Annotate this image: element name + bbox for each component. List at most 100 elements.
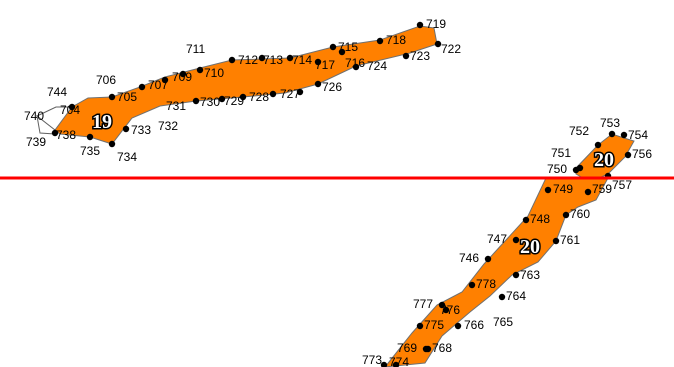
vertex-763 [512, 271, 520, 279]
vertex-707 [161, 76, 169, 84]
vertex-label-714: 714 [292, 53, 312, 67]
vertex-label-712: 712 [238, 53, 258, 67]
vertex-734 [108, 140, 116, 148]
vertex-label-760: 760 [570, 207, 590, 221]
vertex-label-729: 729 [224, 94, 244, 108]
vertex-713 [258, 54, 266, 62]
vertex-733 [122, 125, 130, 133]
vertex-label-765: 765 [493, 315, 513, 329]
vertex-label-739: 739 [26, 135, 46, 149]
vertex-label-732: 732 [158, 119, 178, 133]
vertex-768 [424, 345, 432, 353]
vertex-726 [314, 80, 322, 88]
vertex-label-766: 766 [464, 318, 484, 332]
vertex-label-722: 722 [441, 42, 461, 56]
vertex-label-707: 707 [148, 78, 168, 92]
vertex-label-774: 774 [389, 355, 409, 367]
vertex-label-716: 716 [345, 56, 365, 70]
vertex-label-750: 750 [547, 162, 567, 176]
vertex-label-733: 733 [131, 123, 151, 137]
aux-line-1 [36, 106, 72, 117]
vertex-label-710: 710 [204, 66, 224, 80]
vertex-715 [329, 43, 337, 51]
vertex-756 [624, 151, 632, 159]
vertex-label-759: 759 [592, 182, 612, 196]
vertex-752 [594, 141, 602, 149]
vertex-label-735: 735 [80, 144, 100, 158]
vertex-label-769: 769 [397, 341, 417, 355]
vertex-764 [498, 293, 506, 301]
vertex-705 [108, 93, 116, 101]
vertex-712 [228, 56, 236, 64]
vertex-747 [512, 236, 520, 244]
vertex-label-752: 752 [569, 124, 589, 138]
vertex-719 [416, 21, 424, 29]
vertex-731 [192, 97, 200, 105]
vertex-738 [51, 129, 59, 137]
vertex-754 [620, 131, 628, 139]
vertex-727 [296, 88, 304, 96]
vertex-label-744: 744 [47, 85, 67, 99]
vertex-760 [562, 211, 570, 219]
vertex-label-777: 777 [413, 297, 433, 311]
vertex-723 [402, 52, 410, 60]
region-labels: 19 20 20 [91, 110, 616, 260]
vertex-766 [454, 322, 462, 330]
vertex-label-717: 717 [315, 58, 335, 72]
vertex-761 [552, 237, 560, 245]
vertex-706 [138, 83, 146, 91]
vertex-774 [392, 361, 400, 367]
vertex-746 [484, 255, 492, 263]
vertex-label-706: 706 [96, 73, 116, 87]
vertex-label-768: 768 [432, 341, 452, 355]
region-shapes [36, 25, 635, 367]
vertex-label-757: 757 [612, 178, 632, 192]
vertex-778 [468, 281, 476, 289]
vertex-label-724: 724 [367, 59, 387, 73]
vertex-label-705: 705 [117, 90, 137, 104]
vertex-label-753: 753 [600, 116, 620, 130]
vertex-750 [572, 166, 580, 174]
vertex-704 [68, 103, 76, 111]
vertex-722 [434, 40, 442, 48]
vertex-label-718: 718 [386, 33, 406, 47]
vertex-775 [416, 322, 424, 330]
vertex-728 [269, 90, 277, 98]
vertex-753 [608, 130, 616, 138]
vertex-label-763: 763 [520, 268, 540, 282]
vertex-label-734: 734 [117, 150, 137, 164]
vertex-label-704: 704 [60, 103, 80, 117]
vertex-718 [376, 37, 384, 45]
vertex-label-738: 738 [56, 128, 76, 142]
vertex-label-773: 773 [362, 353, 382, 367]
vertex-label-747: 747 [487, 232, 507, 246]
vertex-label-715: 715 [338, 40, 358, 54]
vertex-label-709: 709 [172, 70, 192, 84]
vertex-710 [196, 66, 204, 74]
aux-line-0 [36, 114, 56, 135]
region-20-top-label: 20 [594, 149, 614, 171]
vertex-label-746: 746 [459, 251, 479, 265]
vertex-label-726: 726 [322, 80, 342, 94]
vertex-label-751: 751 [551, 146, 571, 160]
region-20-bottom-label: 20 [520, 236, 540, 258]
vertex-709 [179, 70, 187, 78]
vertex-729 [239, 93, 247, 101]
vertex-759 [584, 188, 592, 196]
vertex-label-749: 749 [553, 182, 573, 196]
vertex-776 [442, 306, 450, 314]
vertex-points [51, 21, 632, 367]
vertex-773 [380, 361, 388, 367]
region-19-label: 19 [92, 111, 112, 133]
vertex-label-756: 756 [632, 147, 652, 161]
vertex-748 [522, 216, 530, 224]
vertex-label-727: 727 [280, 87, 300, 101]
vertex-label-775: 775 [424, 318, 444, 332]
vertex-label-778: 778 [476, 277, 496, 291]
vertex-label-748: 748 [530, 212, 550, 226]
vertex-749 [544, 186, 552, 194]
vertex-label-711: 711 [186, 42, 205, 56]
vertex-717 [314, 58, 322, 66]
